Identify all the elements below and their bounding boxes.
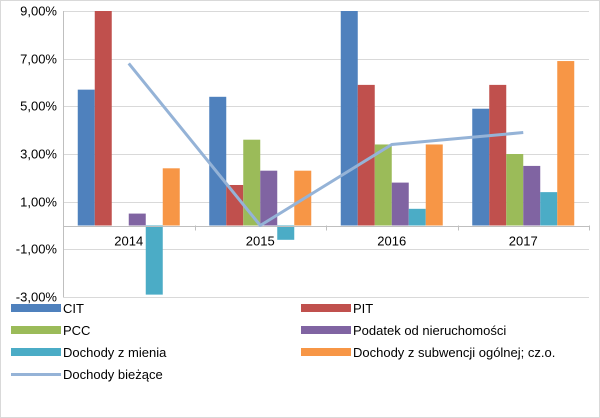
bar-dochody-z-mienia-2016 xyxy=(408,208,426,226)
legend-item: PIT xyxy=(301,297,373,319)
bar-pit-2014 xyxy=(94,11,112,226)
bar-dochody-z-subwencji-og-lnej-cz-o--2017 xyxy=(557,61,575,226)
bar-cit-2015 xyxy=(209,96,227,226)
bar-pcc-2016 xyxy=(374,144,392,226)
legend-item: Dochody z mienia xyxy=(11,341,166,363)
bar-pit-2017 xyxy=(489,84,507,226)
y-tick-label: -3,00% xyxy=(16,290,58,305)
bar-cit-2017 xyxy=(472,108,490,226)
legend-label: CIT xyxy=(63,300,84,316)
x-tick-label: 2017 xyxy=(509,234,538,249)
legend-item: CIT xyxy=(11,297,84,319)
bar-layer xyxy=(77,11,575,295)
legend-label: Podatek od nieruchomości xyxy=(353,322,507,338)
label-layer: -3,00% -1,00% 1,00% 3,00% 5,00% 7,00% 9,00% 201… xyxy=(16,4,538,305)
x-tick-label: 2014 xyxy=(114,234,143,249)
axis-layer xyxy=(63,11,590,297)
legend-swatch xyxy=(11,372,61,376)
legend-swatch xyxy=(301,326,351,334)
legend-item: PCC xyxy=(11,319,90,341)
legend-item: Podatek od nieruchomości xyxy=(301,319,506,341)
y-tick-label: 5,00% xyxy=(20,99,57,114)
bar-pcc-2015 xyxy=(243,139,261,226)
bar-podatek-od-nieruchomo-ci-2014 xyxy=(128,213,146,226)
legend-item: Dochody z subwencji ogólnej; cz.o. xyxy=(301,341,555,363)
line-layer xyxy=(127,62,524,227)
bar-cit-2014 xyxy=(77,89,95,226)
legend-swatch xyxy=(11,326,61,334)
bar-dochody-z-mienia-2015 xyxy=(277,225,295,240)
bar-pit-2016 xyxy=(357,84,375,226)
legend-label: PIT xyxy=(353,300,374,316)
legend-label: Dochody z mienia xyxy=(63,344,167,360)
bar-podatek-od-nieruchomo-ci-2015 xyxy=(260,170,278,226)
y-tick-label: 9,00% xyxy=(20,4,57,19)
x-tick-label: 2015 xyxy=(246,234,275,249)
bar-dochody-z-subwencji-og-lnej-cz-o--2016 xyxy=(425,144,443,226)
legend: CIT PIT PCC Podatek od nieruchomości Dochody… xyxy=(11,297,591,407)
bar-pcc-2017 xyxy=(506,154,524,226)
bar-pit-2015 xyxy=(226,184,244,226)
bar-cit-2016 xyxy=(340,11,358,226)
legend-swatch xyxy=(301,348,351,356)
legend-label: PCC xyxy=(63,322,91,338)
legend-swatch xyxy=(301,304,351,312)
legend-item: Dochody bieżące xyxy=(11,363,163,385)
y-tick-label: 7,00% xyxy=(20,52,57,67)
y-tick-label: 3,00% xyxy=(20,147,57,162)
legend-swatch xyxy=(11,348,61,356)
y-tick-label: 1,00% xyxy=(20,195,57,210)
legend-label: Dochody z subwencji ogólnej; cz.o. xyxy=(353,344,556,360)
legend-swatch xyxy=(11,304,61,312)
bar-podatek-od-nieruchomo-ci-2016 xyxy=(391,182,409,226)
line-dochody-biezace xyxy=(127,62,524,227)
y-tick-label: -1,00% xyxy=(16,242,58,257)
x-tick-label: 2016 xyxy=(377,234,406,249)
bar-dochody-z-mienia-2014 xyxy=(145,225,163,295)
bar-podatek-od-nieruchomo-ci-2017 xyxy=(523,165,541,226)
legend-label: Dochody bieżące xyxy=(63,366,163,382)
bar-dochody-z-subwencji-og-lnej-cz-o--2014 xyxy=(162,168,180,226)
bar-dochody-z-mienia-2017 xyxy=(540,192,558,226)
